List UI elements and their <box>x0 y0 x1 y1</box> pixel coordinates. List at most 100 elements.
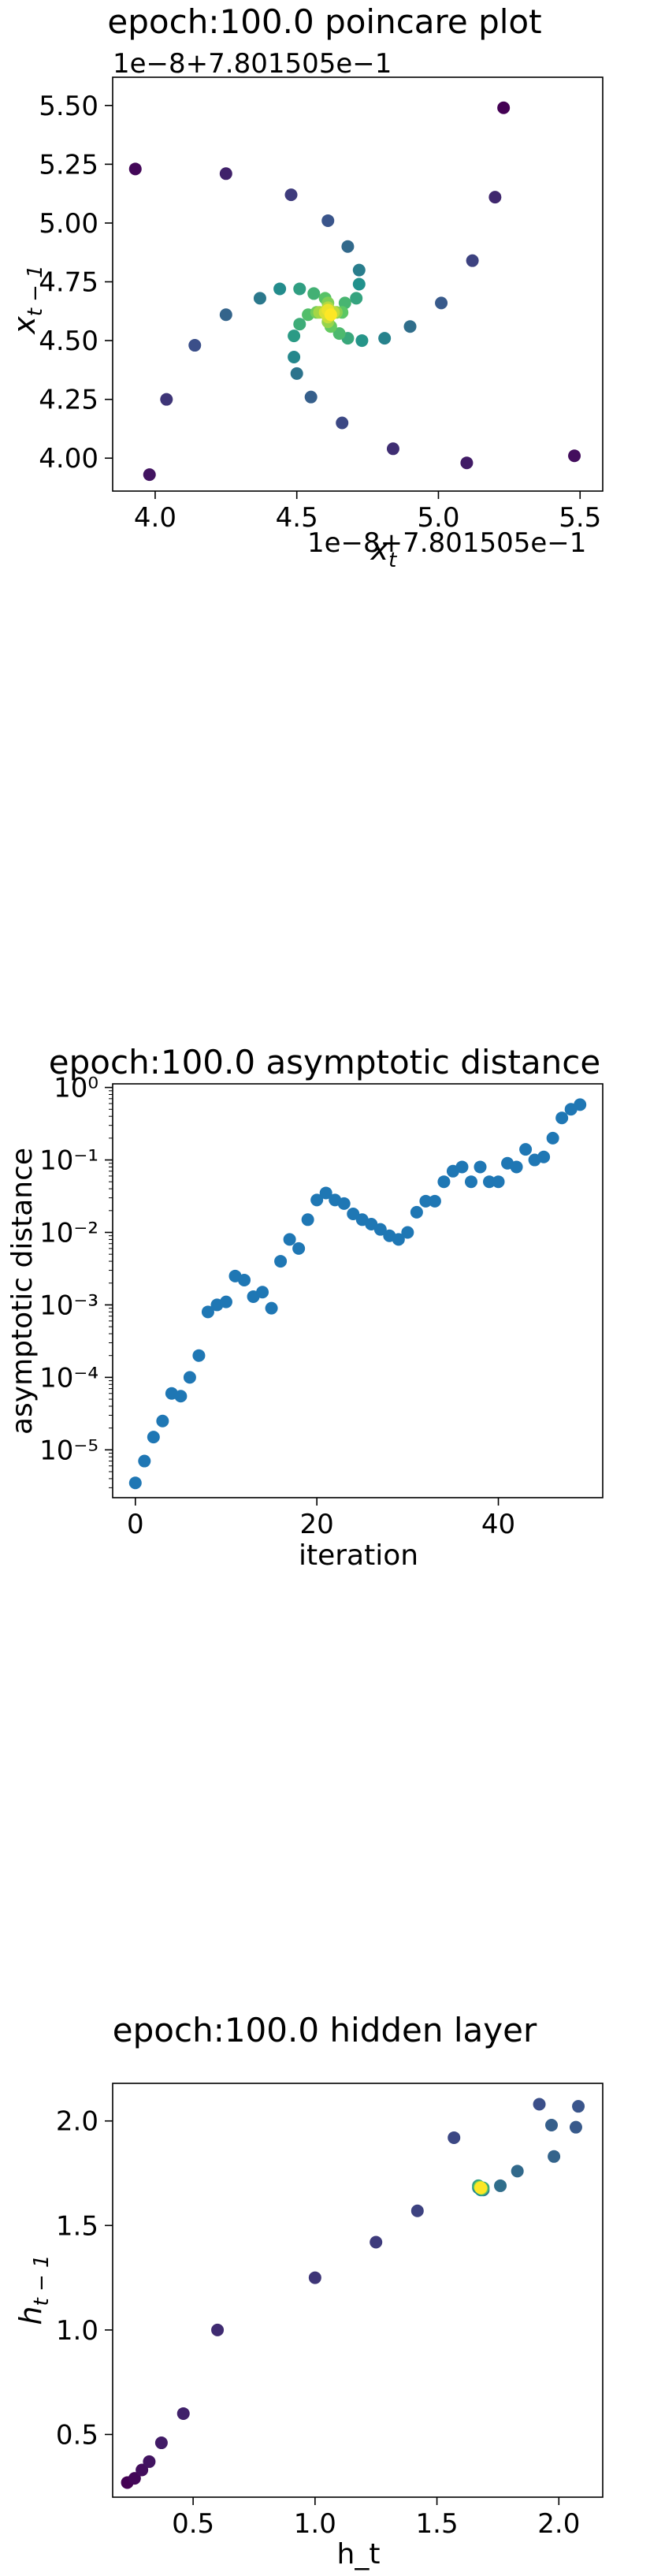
hidden-layer-point <box>370 2235 383 2249</box>
poincare-point <box>435 296 448 310</box>
poincare-point <box>497 101 511 114</box>
asymptotic-point <box>510 1160 523 1174</box>
hidden-layer-point <box>128 2472 141 2485</box>
asymptotic-point <box>192 1349 206 1362</box>
asymptotic-x-tick-label: 0 <box>127 1509 144 1540</box>
asymptotic-chart: epoch:100.0 asymptotic distance 0 20 40 10⁻… <box>6 1043 604 1572</box>
poincare-y-tick-label: 4.25 <box>39 385 98 416</box>
asymptotic-point <box>201 1305 214 1319</box>
poincare-point <box>188 339 202 352</box>
hidden-layer-point <box>548 2150 561 2163</box>
asymptotic-point <box>138 1454 151 1468</box>
hidden-layer-point <box>545 2119 559 2132</box>
poincare-point <box>307 287 321 300</box>
hidden-layer-x-tick-label: 1.5 <box>416 2508 459 2540</box>
asymptotic-y-tick-label: 10⁻⁵ <box>39 1435 98 1466</box>
poincare-point <box>284 188 298 202</box>
hidden-layer-points <box>121 2098 585 2489</box>
poincare-point <box>128 162 142 176</box>
asymptotic-point <box>274 1255 288 1268</box>
poincare-point <box>219 167 232 181</box>
hidden-layer-point <box>136 2463 149 2477</box>
asymptotic-point <box>410 1205 423 1219</box>
asymptotic-point <box>464 1175 477 1189</box>
poincare-point <box>293 282 306 296</box>
hidden-layer-y-label: ht − 1 <box>13 2254 54 2325</box>
poincare-point <box>378 332 392 345</box>
asymptotic-y-label: asymptotic distance <box>6 1148 39 1435</box>
poincare-y-tick-label: 5.00 <box>39 208 98 240</box>
hidden-layer-point <box>533 2098 546 2111</box>
asymptotic-x-label: iteration <box>299 1539 418 1572</box>
poincare-x-offset-label: 1e−8+7.801505e−1 <box>307 527 586 559</box>
asymptotic-title: epoch:100.0 asymptotic distance <box>49 1043 600 1081</box>
poincare-point <box>466 254 479 267</box>
poincare-y-offset-label: 1e−8+7.801505e−1 <box>113 48 392 80</box>
hidden-layer-y-tick-label: 0.5 <box>56 2419 98 2451</box>
hidden-layer-axis-ticks: 0.5 1.0 1.5 2.0 0.5 1.0 1.5 2.0 <box>56 2106 580 2540</box>
hidden-layer-point <box>569 2120 582 2134</box>
poincare-axis-ticks: 4.0 4.5 5.0 5.5 4.00 4.25 4.50 4.75 5.00 5.25 5.50 <box>39 91 601 534</box>
hidden-layer-x-tick-label: 2.0 <box>537 2508 580 2540</box>
poincare-point <box>350 292 363 305</box>
poincare-point <box>336 416 349 430</box>
poincare-point <box>290 367 303 380</box>
hidden-layer-x-tick-label: 0.5 <box>172 2508 214 2540</box>
poincare-plot-frame <box>112 76 604 492</box>
asymptotic-y-tick-label: 10⁻² <box>39 1217 98 1249</box>
poincare-point <box>355 334 369 348</box>
poincare-point <box>460 456 474 470</box>
poincare-point <box>332 327 346 341</box>
poincare-point <box>386 442 399 456</box>
hidden-layer-point <box>143 2455 156 2468</box>
poincare-point <box>352 277 366 291</box>
asymptotic-y-tick-label: 10⁻¹ <box>39 1145 98 1177</box>
asymptotic-y-tick-label: 10⁰ <box>54 1073 98 1104</box>
poincare-point <box>304 390 318 404</box>
asymptotic-axis-ticks: 0 20 40 10⁻⁵ 10⁻⁴ 10⁻³ 10⁻² 10⁻¹ 10⁰ <box>39 1073 515 1540</box>
hidden-layer-point <box>448 2131 461 2144</box>
poincare-point <box>253 292 266 305</box>
asymptotic-point <box>574 1098 587 1111</box>
asymptotic-point <box>474 1160 487 1174</box>
asymptotic-point <box>265 1301 278 1315</box>
asymptotic-x-tick-label: 40 <box>481 1509 515 1540</box>
hidden-layer-y-tick-label: 1.5 <box>56 2210 98 2242</box>
poincare-x-tick-label: 4.0 <box>134 502 176 534</box>
poincare-points <box>128 101 581 482</box>
hidden-layer-point <box>176 2407 190 2420</box>
asymptotic-point <box>546 1131 559 1145</box>
poincare-point <box>160 393 173 406</box>
poincare-point <box>219 308 232 322</box>
hidden-layer-y-tick-label: 2.0 <box>56 2106 98 2138</box>
asymptotic-point <box>219 1295 232 1308</box>
poincare-point <box>352 263 366 277</box>
poincare-point <box>288 350 301 363</box>
hidden-layer-point <box>410 2204 424 2217</box>
asymptotic-point <box>555 1111 569 1125</box>
asymptotic-plot-frame <box>112 1083 604 1498</box>
asymptotic-point <box>519 1143 533 1156</box>
hidden-layer-plot-frame <box>112 2083 604 2498</box>
poincare-point <box>288 329 301 343</box>
asymptotic-point <box>147 1431 160 1444</box>
asymptotic-point <box>256 1286 269 1299</box>
poincare-y-tick-label: 5.25 <box>39 149 98 181</box>
hidden-layer-x-label: h_t <box>337 2538 381 2570</box>
asymptotic-point <box>337 1197 351 1210</box>
poincare-point <box>568 449 581 463</box>
hidden-layer-x-tick-label: 1.0 <box>294 2508 336 2540</box>
poincare-y-tick-label: 4.75 <box>39 267 98 299</box>
poincare-x-label: xt <box>370 532 398 572</box>
asymptotic-point <box>419 1194 433 1208</box>
poincare-title: epoch:100.0 poincare plot <box>107 2 541 41</box>
asymptotic-point <box>392 1233 405 1246</box>
hidden-layer-title: epoch:100.0 hidden layer <box>113 2011 537 2049</box>
poincare-y-tick-label: 4.00 <box>39 443 98 475</box>
hidden-layer-chart: epoch:100.0 hidden layer 0.5 1.0 1.5 2.0 0.5… <box>13 2011 604 2570</box>
poincare-point <box>273 282 287 296</box>
poincare-y-label: xt − 1 <box>7 265 47 335</box>
asymptotic-points <box>128 1098 587 1490</box>
asymptotic-point <box>437 1175 451 1189</box>
poincare-point <box>293 318 306 331</box>
